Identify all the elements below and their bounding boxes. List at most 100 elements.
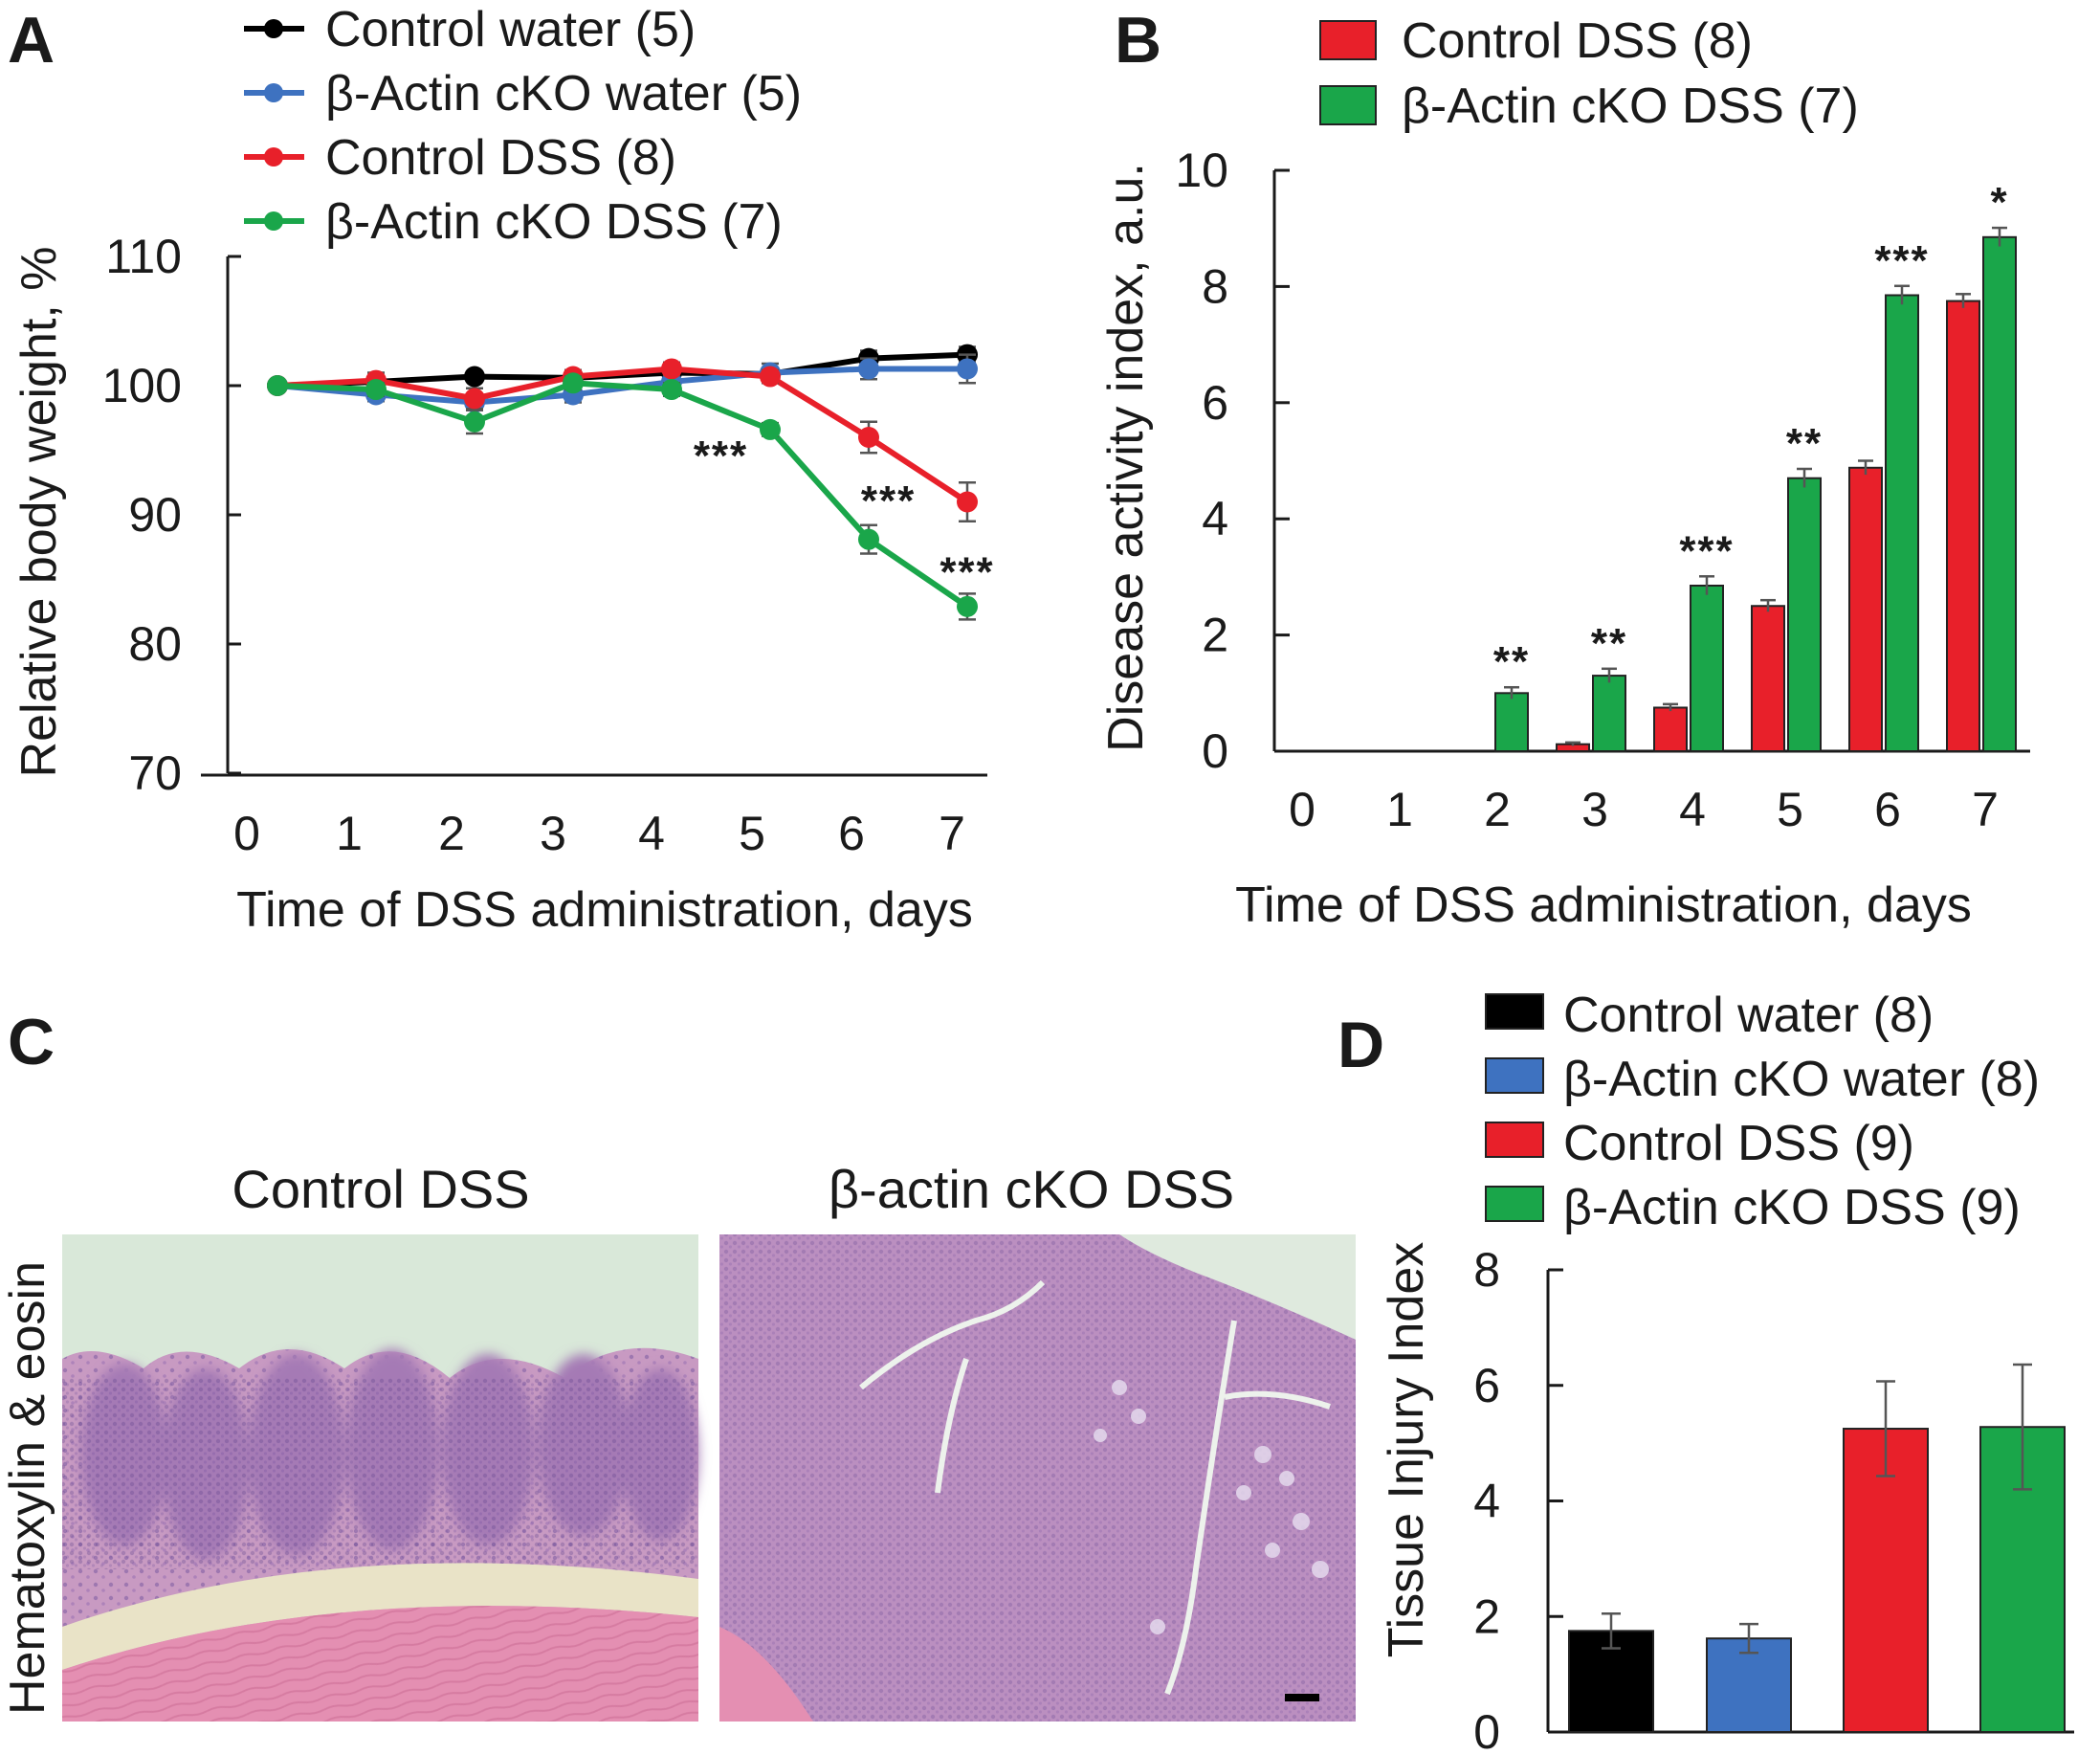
chart-d-legend-label: Control DSS (9)	[1563, 1116, 1914, 1171]
chart-a-x-axis-label: Time of DSS administration, days	[236, 882, 973, 938]
chart-d-y-tick-label: 6	[1473, 1359, 1500, 1412]
chart-a-y-tick-label: 90	[128, 488, 182, 542]
chart-b-legend-swatch	[1319, 85, 1377, 125]
bar-chart-disease-activity: Control DSS (8) β-Actin cKO DSS (7) 0 2 4 6 8…	[1098, 13, 2030, 933]
chart-d-legend-swatch	[1485, 993, 1544, 1030]
chart-b-bar	[1885, 294, 1919, 752]
chart-b-bar	[1848, 466, 1883, 752]
chart-b-significance-marker: *	[1990, 179, 2008, 226]
chart-a-series-line	[276, 366, 969, 505]
chart-b-legend-label: β-Actin cKO DSS (7)	[1402, 78, 1859, 134]
chart-b-legend-label: Control DSS (8)	[1402, 13, 1753, 69]
chart-b-significance-marker: ***	[1874, 237, 1929, 284]
chart-d-legend-swatch	[1485, 1057, 1544, 1094]
chart-a-data-point	[661, 358, 682, 380]
chart-a-x-tick-label: 7	[939, 807, 965, 860]
chart-a-x-tick-label: 4	[638, 807, 665, 860]
chart-a-series-line	[276, 380, 969, 610]
chart-d-legend: Control water (8) β-Actin cKO water (8) Co…	[1485, 988, 2040, 1235]
chart-a-legend-marker	[264, 83, 283, 102]
chart-a-data-point	[957, 491, 978, 513]
chart-a-axes: 70 80 90 100 110 0 1 2 3 4 5 6 7	[102, 230, 987, 860]
chart-b-significance-marker: ***	[1679, 527, 1734, 574]
chart-b-y-tick-label: 6	[1202, 376, 1228, 430]
bar-chart-tissue-injury: Control water (8) β-Actin cKO water (8) Co…	[1379, 988, 2074, 1755]
chart-a-data-point	[464, 366, 485, 388]
chart-a-data-point	[957, 358, 978, 380]
panel-label-a: A	[8, 4, 55, 77]
chart-b-bar	[1653, 706, 1688, 752]
micrograph-control-dss	[62, 1234, 698, 1722]
histology-panel: Control DSS β-actin cKO DSS Hematoxylin …	[0, 1159, 1356, 1722]
chart-b-plot: ** ***********	[1493, 179, 2017, 753]
chart-b-x-tick-label: 4	[1679, 783, 1706, 836]
chart-b-bar	[1690, 585, 1724, 752]
chart-b-axes: 0 2 4 6 8 10 0 1 2 3 4 5 6 7	[1175, 144, 2030, 836]
chart-a-data-point	[563, 372, 584, 394]
chart-b-bar	[1751, 605, 1785, 752]
panel-label-c: C	[8, 1006, 55, 1078]
chart-a-y-tick-label: 100	[102, 359, 182, 412]
chart-a-legend-label: β-Actin cKO water (5)	[325, 66, 802, 122]
chart-d-legend-label: Control water (8)	[1563, 988, 1934, 1043]
chart-a-y-tick-label: 80	[128, 617, 182, 671]
chart-d-legend-swatch	[1485, 1122, 1544, 1158]
chart-a-data-point	[464, 388, 485, 410]
panel-label-d: D	[1337, 1009, 1384, 1081]
chart-a-legend-marker	[264, 147, 283, 167]
chart-a-data-point	[957, 595, 978, 617]
chart-b-y-axis-label: Disease activity index, a.u.	[1098, 163, 1154, 752]
chart-a-y-axis-label: Relative body weight, %	[11, 247, 67, 778]
chart-a-legend-label: Control water (5)	[325, 2, 696, 57]
panel-label-b: B	[1115, 4, 1161, 77]
chart-b-y-tick-label: 8	[1202, 259, 1228, 313]
chart-a-data-point	[267, 375, 288, 396]
chart-a-data-point	[858, 427, 879, 448]
chart-a-data-point	[365, 379, 387, 401]
histology-stain-label: Hematoxylin & eosin	[0, 1261, 55, 1715]
chart-a-data-point	[760, 366, 781, 388]
chart-d-legend-label: β-Actin cKO DSS (9)	[1563, 1180, 2021, 1235]
chart-a-data-point	[858, 528, 879, 550]
chart-a-plot: *** *** ***	[267, 344, 994, 621]
chart-d-plot	[1568, 1363, 2066, 1734]
line-chart-body-weight: Control water (5) β-Actin cKO water (5) Co…	[11, 2, 994, 938]
chart-a-x-tick-label: 2	[438, 807, 465, 860]
chart-d-legend-swatch	[1485, 1186, 1544, 1222]
chart-a-x-tick-label: 0	[233, 807, 260, 860]
chart-b-bar	[1787, 477, 1822, 752]
chart-b-x-tick-label: 1	[1386, 783, 1413, 836]
chart-a-data-point	[858, 358, 879, 380]
chart-a-x-tick-label: 1	[336, 807, 363, 860]
chart-b-x-tick-label: 7	[1972, 783, 1999, 836]
chart-b-y-tick-label: 4	[1202, 492, 1228, 545]
chart-b-bar	[1592, 675, 1626, 753]
chart-b-bar	[1946, 300, 1980, 752]
chart-b-legend: Control DSS (8) β-Actin cKO DSS (7)	[1319, 13, 1859, 134]
chart-d-legend-label: β-Actin cKO water (8)	[1563, 1052, 2040, 1107]
chart-b-x-axis-label: Time of DSS administration, days	[1235, 878, 1972, 933]
chart-d-y-tick-label: 4	[1473, 1475, 1500, 1528]
chart-b-x-tick-label: 6	[1874, 783, 1901, 836]
chart-a-x-tick-label: 5	[739, 807, 765, 860]
chart-a-data-point	[464, 411, 485, 433]
chart-b-x-tick-label: 5	[1777, 783, 1803, 836]
chart-a-x-tick-label: 6	[838, 807, 865, 860]
chart-a-legend-label: β-Actin cKO DSS (7)	[325, 194, 783, 250]
chart-a-x-tick-label: 3	[540, 807, 566, 860]
chart-b-significance-marker: **	[1493, 638, 1530, 685]
chart-d-y-tick-label: 8	[1473, 1243, 1500, 1297]
chart-b-significance-marker: **	[1591, 620, 1627, 667]
chart-b-significance-marker: **	[1786, 420, 1823, 467]
chart-b-bar	[1982, 235, 2017, 752]
chart-b-bar	[1494, 692, 1529, 752]
chart-b-x-tick-label: 3	[1581, 783, 1608, 836]
chart-a-data-point	[760, 418, 781, 440]
micrograph-cko-dss	[719, 1234, 1356, 1722]
chart-a-legend-marker	[264, 211, 283, 231]
chart-a-legend-marker	[264, 19, 283, 38]
chart-a-significance-marker: ***	[939, 548, 994, 595]
chart-d-y-tick-label: 0	[1473, 1705, 1500, 1755]
chart-b-y-tick-label: 2	[1202, 609, 1228, 662]
